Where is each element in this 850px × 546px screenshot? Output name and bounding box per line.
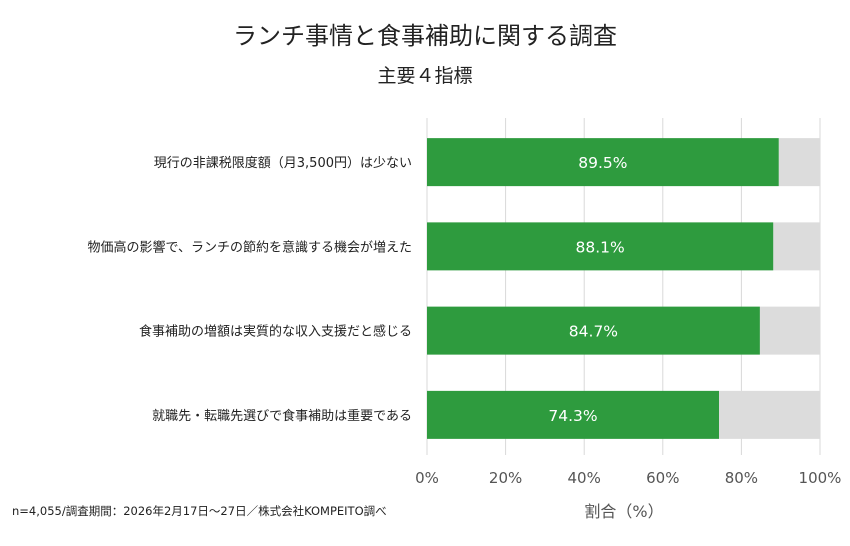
category-label: 物価高の影響で、ランチの節約を意識する機会が増えた: [88, 239, 412, 255]
x-axis-label: 割合（%）: [584, 502, 664, 521]
x-tick-label: 0%: [415, 469, 439, 487]
category-label: 食事補助の増額は実質的な収入支援だと感じる: [139, 324, 412, 340]
footnote: n=4,055/調査期間：2026年2月17日〜27日／株式会社KOMPEITO…: [12, 504, 387, 518]
bar-remainder: [773, 222, 820, 271]
category-label: 就職先・転職先選びで食事補助は重要である: [152, 408, 412, 424]
data-label: 88.1%: [575, 238, 624, 256]
bar-remainder: [759, 306, 820, 355]
category-label: 現行の非課税限度額（月3,500円）は少ない: [154, 155, 412, 171]
bar-remainder: [778, 138, 820, 187]
data-label: 74.3%: [548, 407, 597, 425]
bar: [427, 390, 719, 439]
data-label: 84.7%: [569, 323, 618, 341]
bar: [427, 306, 760, 355]
bar-remainder: [718, 390, 820, 439]
bar: [427, 138, 779, 187]
x-tick-label: 80%: [725, 469, 758, 487]
chart-title: ランチ事情と食事補助に関する調査: [233, 22, 617, 50]
x-tick-label: 40%: [568, 469, 601, 487]
x-tick-label: 60%: [646, 469, 679, 487]
bar: [427, 222, 774, 271]
x-tick-label: 100%: [799, 469, 842, 487]
x-tick-label: 20%: [489, 469, 522, 487]
data-label: 89.5%: [578, 154, 627, 172]
chart-subtitle: 主要４指標: [377, 65, 473, 87]
